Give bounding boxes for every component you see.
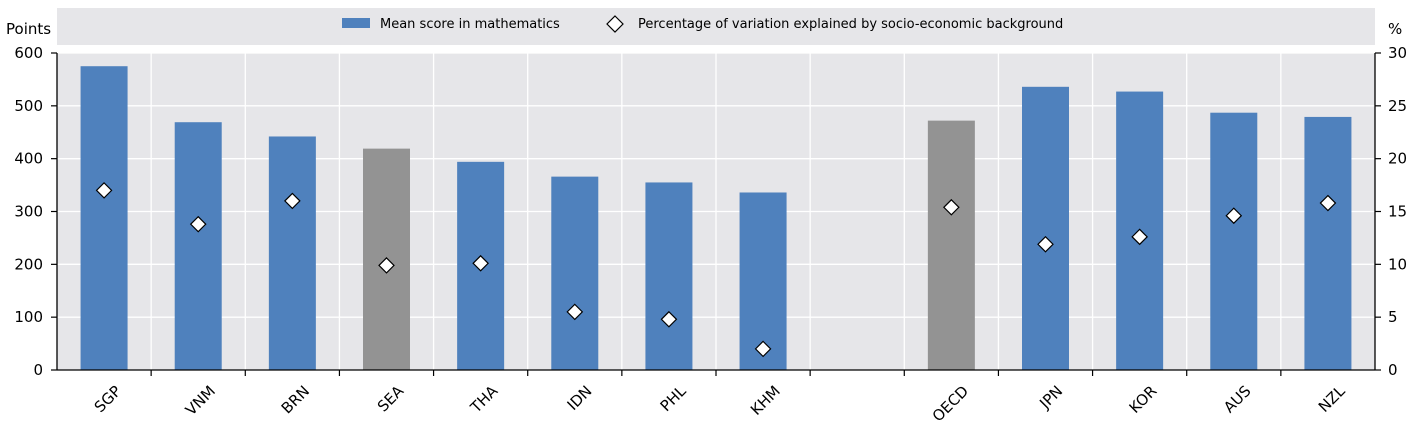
diamond-markers	[95, 182, 1337, 358]
diamond-marker-brn	[284, 192, 301, 210]
bar-khm	[739, 192, 787, 370]
bar-nzl	[1304, 116, 1352, 370]
y-axis-right-title: %	[1388, 20, 1402, 38]
diamond-marker-tha	[472, 254, 489, 272]
diamond-marker-oecd	[943, 198, 960, 216]
diamond-marker-khm	[754, 340, 772, 358]
legend-diamond-icon	[606, 15, 624, 33]
x-tick-label-jpn: JPN	[1035, 382, 1066, 413]
x-tick-label-khm: KHM	[747, 382, 784, 419]
diamond-marker-idn	[566, 303, 584, 321]
x-tick-label-sgp: SGP	[91, 382, 125, 416]
legend-diamond-label: Percentage of variation explained by soc…	[638, 17, 1063, 32]
x-tick-label-nzl: NZL	[1315, 382, 1349, 416]
bar-jpn	[1022, 86, 1069, 371]
y-left-tick-label: 100	[14, 308, 43, 326]
diamond-marker-aus	[1225, 207, 1243, 225]
x-tick-label-brn: BRN	[278, 382, 313, 417]
x-tick-label-tha: THA	[466, 381, 502, 417]
bar-aus	[1210, 112, 1258, 371]
x-tick-label-kor: KOR	[1126, 382, 1161, 417]
bar-brn	[268, 136, 316, 370]
bar-vnm	[174, 122, 222, 370]
legend-bar-label: Mean score in mathematics	[380, 17, 560, 32]
diamond-marker-jpn	[1037, 235, 1054, 253]
x-tick-label-aus: AUS	[1220, 382, 1254, 416]
bar-phl	[645, 182, 693, 370]
y-right-tick-label: 25	[1388, 97, 1407, 115]
diamond-marker-phl	[660, 310, 678, 328]
axes	[51, 52, 1381, 376]
diamond-marker-sgp	[95, 182, 113, 199]
bar-sgp	[80, 66, 128, 370]
y-right-tick-label: 30	[1388, 44, 1407, 62]
diamond-marker-nzl	[1319, 194, 1337, 212]
y-left-tick-label: 400	[14, 150, 43, 168]
x-tick-label-sea: SEA	[374, 382, 408, 416]
y-left-tick-label: 300	[14, 203, 43, 221]
y-right-tick-label: 15	[1388, 203, 1407, 221]
legend-bar-swatch	[342, 18, 370, 28]
y-right-tick-label: 0	[1388, 361, 1398, 379]
y-right-tick-label: 5	[1388, 308, 1398, 326]
x-tick-label-idn: IDN	[564, 382, 596, 414]
legend-background	[57, 8, 1375, 45]
x-tick-label-vnm: VNM	[182, 382, 219, 419]
y-left-tick-label: 200	[14, 255, 43, 273]
bar-oecd	[927, 120, 975, 370]
bar-idn	[551, 176, 599, 370]
y-left-tick-label: 600	[14, 44, 43, 62]
diamond-marker-vnm	[189, 215, 207, 233]
y-left-tick-label: 500	[14, 97, 43, 115]
diamond-marker-kor	[1131, 228, 1148, 246]
y-right-tick-label: 20	[1388, 150, 1407, 168]
x-tick-label-oecd: OECD	[929, 382, 972, 425]
x-tick-label-phl: PHL	[657, 382, 690, 415]
y-left-tick-label: 0	[33, 361, 43, 379]
legend: Mean score in mathematics Percentage of …	[342, 15, 1063, 33]
y-right-tick-label: 10	[1388, 255, 1407, 273]
diamond-marker-sea	[378, 257, 395, 274]
y-axis-left-title: Points	[6, 20, 51, 38]
bars	[80, 66, 1352, 371]
